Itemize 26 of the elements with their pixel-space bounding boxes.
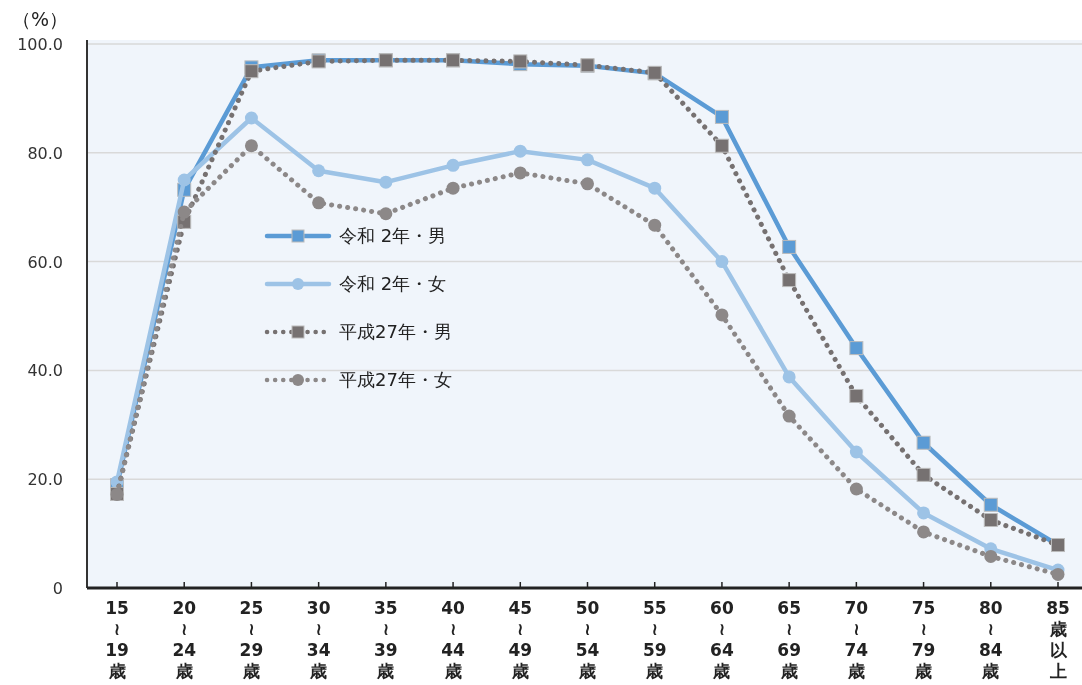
legend-label: 平成27年・男 — [339, 321, 452, 342]
x-tick-label: 50≀54歳 — [575, 598, 600, 681]
legend-label: 平成27年・女 — [339, 369, 452, 390]
y-axis-title: （%） — [12, 8, 69, 30]
x-tick-label: 40≀44歳 — [441, 598, 466, 681]
x-tick-label: 25≀29歳 — [239, 598, 264, 681]
y-tick-label: 0 — [52, 579, 63, 598]
legend-label: 令和 2年・男 — [339, 225, 447, 246]
x-tick-label: 45≀49歳 — [508, 598, 533, 681]
legend-label: 令和 2年・女 — [339, 273, 447, 294]
x-tick-label: 65≀69歳 — [777, 598, 801, 681]
y-tick-label: 80.0 — [27, 143, 63, 163]
x-tick-label: 60≀64歳 — [710, 598, 734, 681]
y-tick-label: 100.0 — [17, 35, 63, 54]
x-tick-label: 20≀24歳 — [172, 598, 197, 681]
x-tick-label: 75≀79歳 — [911, 598, 936, 681]
x-tick-label: 30≀34歳 — [306, 598, 331, 681]
x-tick-label: 85歳以上 — [1046, 598, 1070, 681]
x-tick-label: 55≀59歳 — [642, 598, 667, 681]
y-tick-label: 40.0 — [27, 361, 63, 381]
x-tick-label: 70≀74歳 — [844, 598, 869, 681]
x-tick-label: 80≀84歳 — [978, 598, 1003, 681]
x-tick-label: 35≀39歳 — [374, 598, 398, 681]
y-tick-label: 20.0 — [27, 470, 63, 490]
y-tick-label: 60.0 — [27, 252, 63, 272]
x-tick-label: 15≀19歳 — [105, 598, 129, 681]
